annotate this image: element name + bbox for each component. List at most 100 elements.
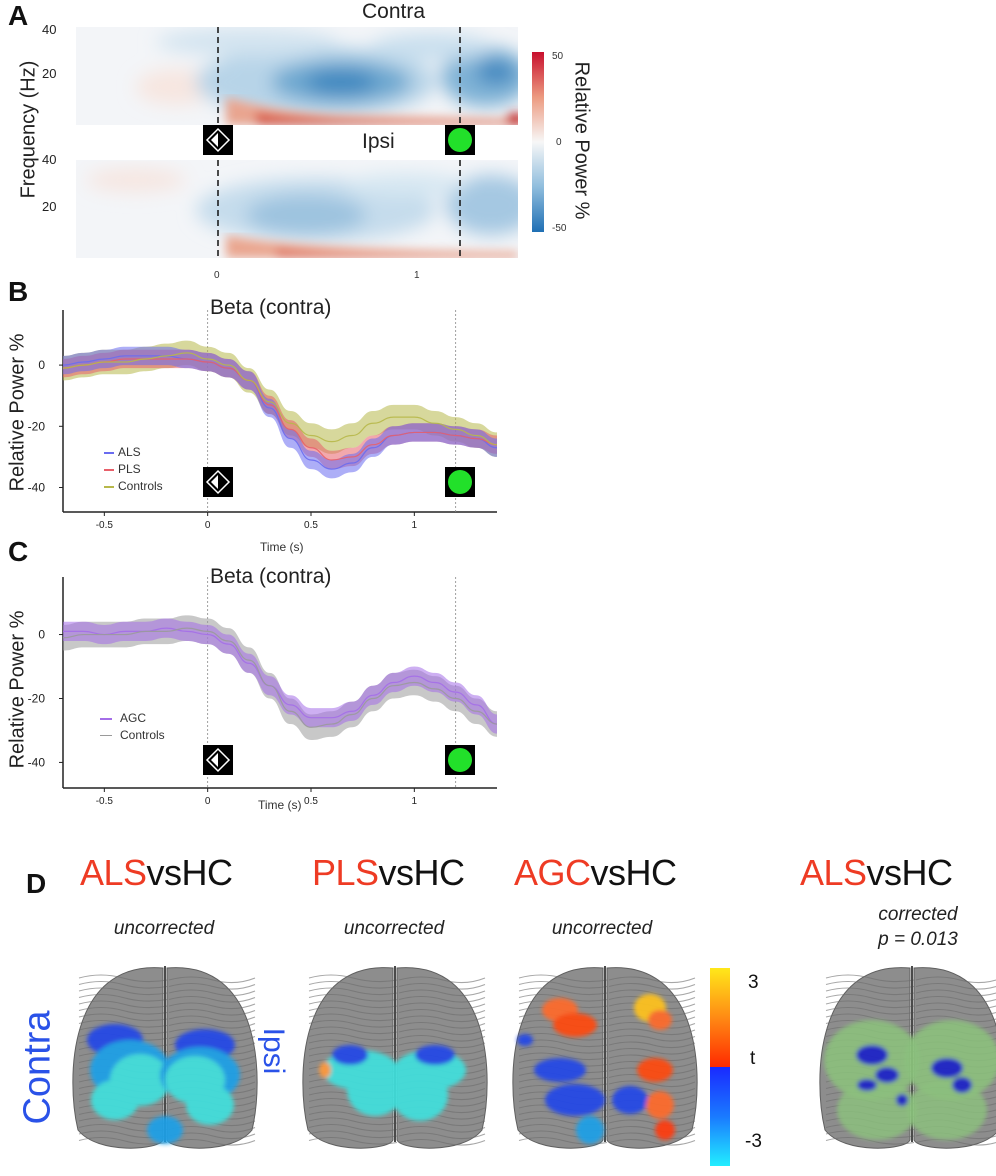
panel-b-title: Beta (contra) [210, 296, 332, 319]
brain-gyrus [308, 1032, 398, 1041]
activation-blob [896, 1094, 908, 1106]
activation-blob [91, 1080, 139, 1120]
series-band-als [63, 346, 497, 479]
brain-gyrus [398, 1119, 486, 1127]
panel-c-chart: 0 -20 -40 -0.5 0 0.5 1 [28, 577, 498, 807]
t-colorbar-min: -3 [745, 1131, 762, 1152]
x-tick-label: -0.5 [96, 796, 114, 807]
brain-gyrus [608, 989, 696, 997]
brain-gyrus [608, 1080, 696, 1088]
brain-gyrus [308, 1130, 398, 1139]
brain-top-view [72, 966, 258, 1149]
ipsi-ytick-40: 40 [42, 152, 57, 167]
brain-top-view [819, 966, 996, 1149]
activation-blob [147, 1116, 183, 1144]
activation-blob [392, 1069, 448, 1121]
brain-gyrus [78, 1006, 168, 1015]
brain-gyrus [608, 1041, 696, 1049]
brain-gyrus [518, 1078, 608, 1087]
panel-b-letter: B [8, 276, 29, 307]
brain-gyrus [168, 1015, 256, 1023]
comparison-group: PLS [312, 852, 379, 893]
brain-gyrus [78, 1013, 168, 1022]
brain-gyrus [308, 1026, 398, 1035]
activation-blob [837, 1080, 917, 1140]
cue-arrow-icon [203, 745, 233, 775]
brain-gyrus [825, 987, 915, 996]
brain-gyrus [608, 1132, 696, 1140]
correction-note: uncorrected [343, 918, 445, 939]
brain-gyrus [518, 1032, 608, 1041]
x-tick-label: -0.5 [96, 520, 114, 531]
comparison-title-agc: AGCvsHC [514, 852, 677, 894]
series-line-agc [62, 627, 498, 725]
brain-gyrus [398, 1021, 486, 1029]
activation-blob [553, 1013, 597, 1037]
comparison-vs: vsHC [378, 852, 466, 893]
series-line-controls [62, 627, 498, 728]
colorbar-tick-50: 50 [552, 51, 564, 62]
contra-ytick-40: 40 [42, 22, 57, 37]
brain-gyrus [608, 1034, 696, 1042]
legend-item-als: ALS [104, 444, 163, 461]
x-tick-label: 0 [205, 796, 211, 807]
correction-note: uncorrected [551, 918, 653, 939]
brain-gyrus [608, 1028, 696, 1036]
brain-gyrus [915, 995, 996, 1003]
brain-gyrus [308, 1013, 398, 1022]
panel-b-xlabel: Time (s) [260, 540, 304, 554]
go-signal-icon [445, 125, 475, 155]
activation-blob [875, 1067, 899, 1083]
go-signal-icon [445, 467, 475, 497]
x-tick-label: 0 [205, 520, 211, 531]
y-tick-label: 0 [38, 628, 45, 642]
brain-gyrus [518, 1136, 608, 1145]
brain-gyrus [915, 1002, 996, 1010]
brain-gyrus [168, 995, 256, 1003]
x-tick-label: 1 [412, 796, 418, 807]
brain-gyrus [825, 974, 915, 983]
heatmap-xtick-1: 1 [414, 270, 420, 281]
activation-blob [655, 1120, 675, 1140]
activation-map [517, 994, 675, 1144]
ipsi-heatmap [76, 160, 518, 258]
brain-gyrus [398, 989, 486, 997]
comparison-vs: vsHC [146, 852, 234, 893]
brain-gyrus [398, 995, 486, 1003]
brain-gyrus [168, 1138, 256, 1146]
y-tick-label: 0 [38, 358, 45, 372]
activation-blob [907, 1080, 987, 1140]
brain-gyrus [518, 1052, 608, 1061]
y-tick-label: -20 [28, 419, 46, 433]
brain-top-view [302, 966, 488, 1149]
y-tick-label: -40 [28, 755, 46, 769]
brain-gyrus [608, 1119, 696, 1127]
comparison-title-als: ALSvsHC [80, 852, 233, 894]
brain-gyrus [168, 982, 256, 990]
brain-gyrus [398, 976, 486, 984]
brain-gyrus [308, 1136, 398, 1145]
brain-gyrus [78, 987, 168, 996]
contra-heatmap-title: Contra [362, 0, 426, 23]
brain-gyrus [518, 974, 608, 983]
brain-gyrus [308, 974, 398, 983]
relative-power-colorbar [532, 52, 544, 232]
brain-gyrus [608, 1125, 696, 1133]
brain-gyrus [825, 1136, 915, 1145]
activation-blob [332, 1045, 368, 1065]
comparison-title-als-corrected: ALSvsHC [800, 852, 953, 894]
brain-gyrus [398, 1125, 486, 1133]
brain-gyrus [78, 1000, 168, 1009]
brain-gyrus [308, 1000, 398, 1009]
brain-gyrus [308, 1039, 398, 1048]
ipsi-ytick-20: 20 [42, 199, 57, 214]
brain-gyrus [608, 1138, 696, 1146]
brain-gyrus [915, 1008, 996, 1016]
y-tick-label: -20 [28, 691, 46, 705]
brain-gyrus [398, 1034, 486, 1042]
activation-blob [637, 1058, 673, 1082]
brain-gyrus [168, 989, 256, 997]
activation-blob [856, 1045, 888, 1065]
activation-blob [648, 1010, 672, 1030]
